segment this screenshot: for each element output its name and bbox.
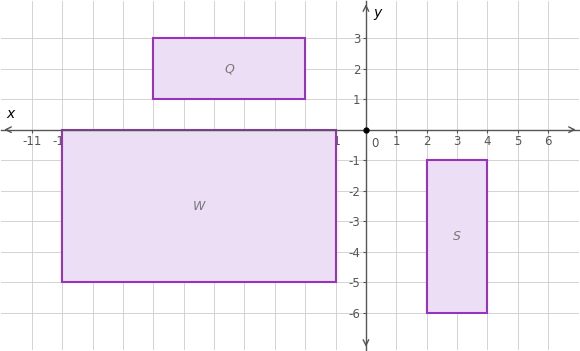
Text: Q: Q — [224, 62, 234, 75]
Text: y: y — [374, 6, 382, 20]
Bar — [62, 130, 336, 283]
Bar — [427, 160, 487, 313]
Bar — [153, 38, 305, 99]
Text: 0: 0 — [371, 137, 379, 150]
Text: W: W — [193, 200, 205, 213]
Text: x: x — [6, 107, 14, 121]
Text: S: S — [453, 230, 461, 243]
